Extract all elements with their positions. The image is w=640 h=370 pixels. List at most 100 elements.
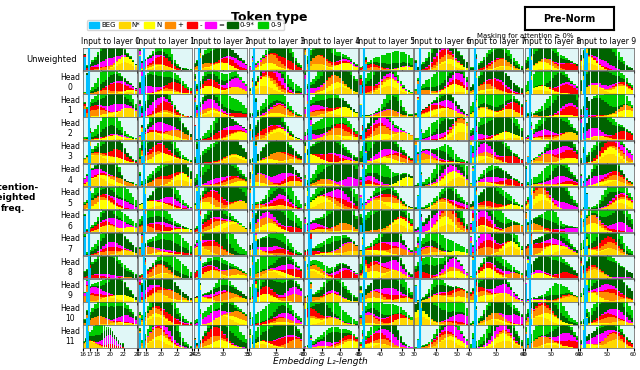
Bar <box>289 295 292 302</box>
Bar <box>458 119 460 124</box>
Bar <box>491 346 493 348</box>
Bar <box>262 135 265 138</box>
Bar <box>536 90 538 94</box>
Bar <box>118 306 121 317</box>
Bar <box>607 178 609 180</box>
Bar <box>99 68 102 70</box>
Bar <box>210 197 212 204</box>
Bar <box>527 344 530 348</box>
Bar <box>221 138 223 141</box>
Bar <box>105 194 108 195</box>
Bar <box>536 203 538 209</box>
Bar <box>312 251 314 255</box>
Bar <box>602 217 604 223</box>
Bar <box>254 98 257 99</box>
Bar <box>470 204 472 207</box>
Bar <box>141 150 143 151</box>
Bar <box>149 208 152 209</box>
Bar <box>92 66 94 67</box>
Bar <box>513 154 515 156</box>
Bar <box>179 224 181 226</box>
Bar <box>323 93 325 94</box>
Bar <box>278 92 281 94</box>
Bar <box>147 277 149 287</box>
Bar <box>607 147 609 148</box>
Bar <box>576 132 579 135</box>
Bar <box>289 337 292 341</box>
Bar <box>218 208 220 209</box>
Bar <box>486 195 488 208</box>
Bar <box>405 63 408 66</box>
Bar <box>108 196 110 200</box>
Bar <box>508 179 509 185</box>
Bar <box>121 279 124 280</box>
Bar <box>328 214 331 228</box>
Bar <box>223 300 226 302</box>
Bar <box>344 264 347 265</box>
Bar <box>121 47 124 48</box>
Bar <box>565 146 568 150</box>
Bar <box>428 66 430 68</box>
Bar <box>370 93 372 94</box>
Bar <box>433 297 436 305</box>
Bar <box>168 322 171 325</box>
Bar <box>598 137 601 143</box>
Bar <box>560 84 562 85</box>
Bar <box>449 252 452 255</box>
Bar <box>359 319 362 324</box>
Bar <box>116 83 118 91</box>
Bar <box>331 153 333 155</box>
Bar <box>221 347 223 348</box>
Bar <box>436 164 438 174</box>
Bar <box>420 86 422 89</box>
Bar <box>215 246 218 254</box>
Bar <box>604 290 607 292</box>
Bar <box>331 312 333 317</box>
Bar <box>212 320 215 325</box>
Bar <box>337 88 339 94</box>
Bar <box>494 90 496 94</box>
Bar <box>438 124 441 134</box>
Bar <box>532 129 535 132</box>
Bar <box>207 168 209 181</box>
Bar <box>242 179 244 180</box>
Bar <box>403 174 404 178</box>
Bar <box>557 343 559 344</box>
Bar <box>515 65 518 68</box>
Bar <box>116 44 118 56</box>
Bar <box>152 115 154 117</box>
Bar <box>312 103 314 105</box>
Bar <box>97 142 99 147</box>
Bar <box>383 149 386 156</box>
Bar <box>237 65 239 69</box>
Bar <box>89 92 91 93</box>
Bar <box>494 160 496 163</box>
Bar <box>309 282 312 283</box>
Bar <box>99 252 102 255</box>
Bar <box>121 251 124 255</box>
Bar <box>160 56 163 64</box>
Bar <box>309 289 312 302</box>
Bar <box>510 270 513 272</box>
Bar <box>576 88 579 90</box>
Bar <box>323 287 325 303</box>
Bar <box>444 47 447 50</box>
Bar <box>138 172 141 174</box>
Bar <box>237 74 239 77</box>
Bar <box>317 71 320 79</box>
Bar <box>223 217 226 233</box>
Bar <box>108 134 110 139</box>
Bar <box>386 78 388 80</box>
Bar <box>97 91 99 100</box>
Bar <box>477 278 480 283</box>
Bar <box>433 109 436 110</box>
Bar <box>278 86 281 90</box>
Bar <box>252 138 254 140</box>
Bar <box>292 316 294 322</box>
Bar <box>134 247 137 248</box>
Bar <box>442 293 444 295</box>
Bar <box>591 208 593 213</box>
Bar <box>284 161 286 163</box>
Bar <box>176 300 179 301</box>
Bar <box>132 60 134 61</box>
